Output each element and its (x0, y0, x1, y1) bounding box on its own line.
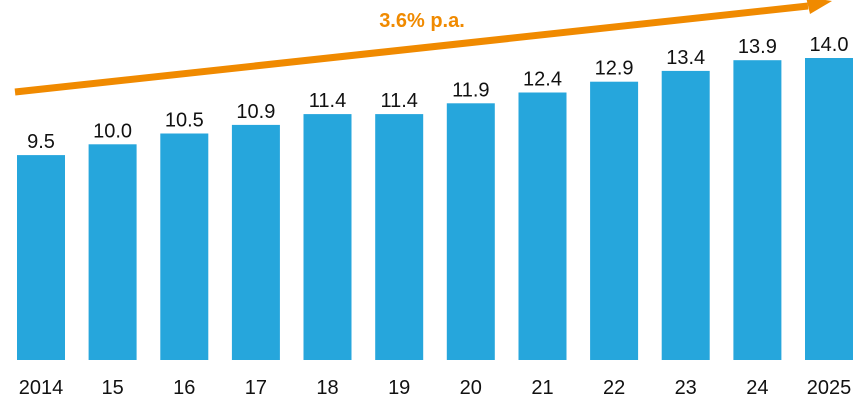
x-tick-label-16: 16 (173, 377, 195, 399)
bar-2014 (17, 155, 65, 360)
bar-15 (88, 144, 137, 360)
x-tick-label-2025: 2025 (807, 377, 852, 399)
growth-arrowhead (806, 0, 832, 14)
bar-22 (590, 81, 639, 360)
x-tick-label-18: 18 (316, 377, 338, 399)
bar-23 (661, 70, 710, 361)
value-label-20: 11.9 (452, 79, 489, 101)
x-axis-tick-labels: 2014 15 16 17 18 19 20 21 22 23 24 2025 (19, 377, 852, 399)
x-tick-label-23: 23 (675, 377, 697, 399)
bar-24 (733, 60, 782, 360)
x-tick-label-20: 20 (460, 377, 482, 399)
growth-rate-annotation: 3.6% p.a. (379, 10, 465, 32)
value-label-23: 13.4 (666, 47, 705, 69)
x-tick-label-2014: 2014 (19, 377, 64, 399)
bar-18 (303, 114, 352, 360)
value-label-22: 12.9 (595, 58, 634, 80)
x-tick-label-21: 21 (531, 377, 553, 399)
bar-21 (518, 92, 567, 360)
bar-17 (231, 124, 280, 361)
value-labels-group: 9.5 10.0 10.5 10.9 11.4 11.4 11.9 12.4 12.9 13.4 1… (27, 34, 848, 153)
bar-16 (160, 133, 209, 360)
value-label-18: 11.4 (309, 90, 346, 112)
growth-arrow (14, 2, 809, 96)
value-label-2025: 14.0 (810, 34, 849, 56)
bar-20 (446, 103, 495, 361)
bar-2025 (805, 58, 853, 360)
value-label-15: 10.0 (93, 120, 132, 142)
value-label-19: 11.4 (380, 90, 417, 112)
bars-group (17, 58, 853, 361)
x-tick-label-22: 22 (603, 377, 625, 399)
value-label-2014: 9.5 (27, 131, 55, 153)
value-label-24: 13.9 (738, 36, 777, 58)
x-tick-label-15: 15 (101, 377, 123, 399)
growth-arrow-group: 3.6% p.a. (14, 0, 832, 96)
x-tick-label-17: 17 (245, 377, 267, 399)
value-label-17: 10.9 (236, 101, 275, 123)
value-label-16: 10.5 (165, 110, 204, 132)
x-tick-label-24: 24 (746, 377, 768, 399)
value-label-21: 12.4 (523, 69, 562, 91)
x-tick-label-19: 19 (388, 377, 410, 399)
bar-19 (375, 114, 424, 360)
